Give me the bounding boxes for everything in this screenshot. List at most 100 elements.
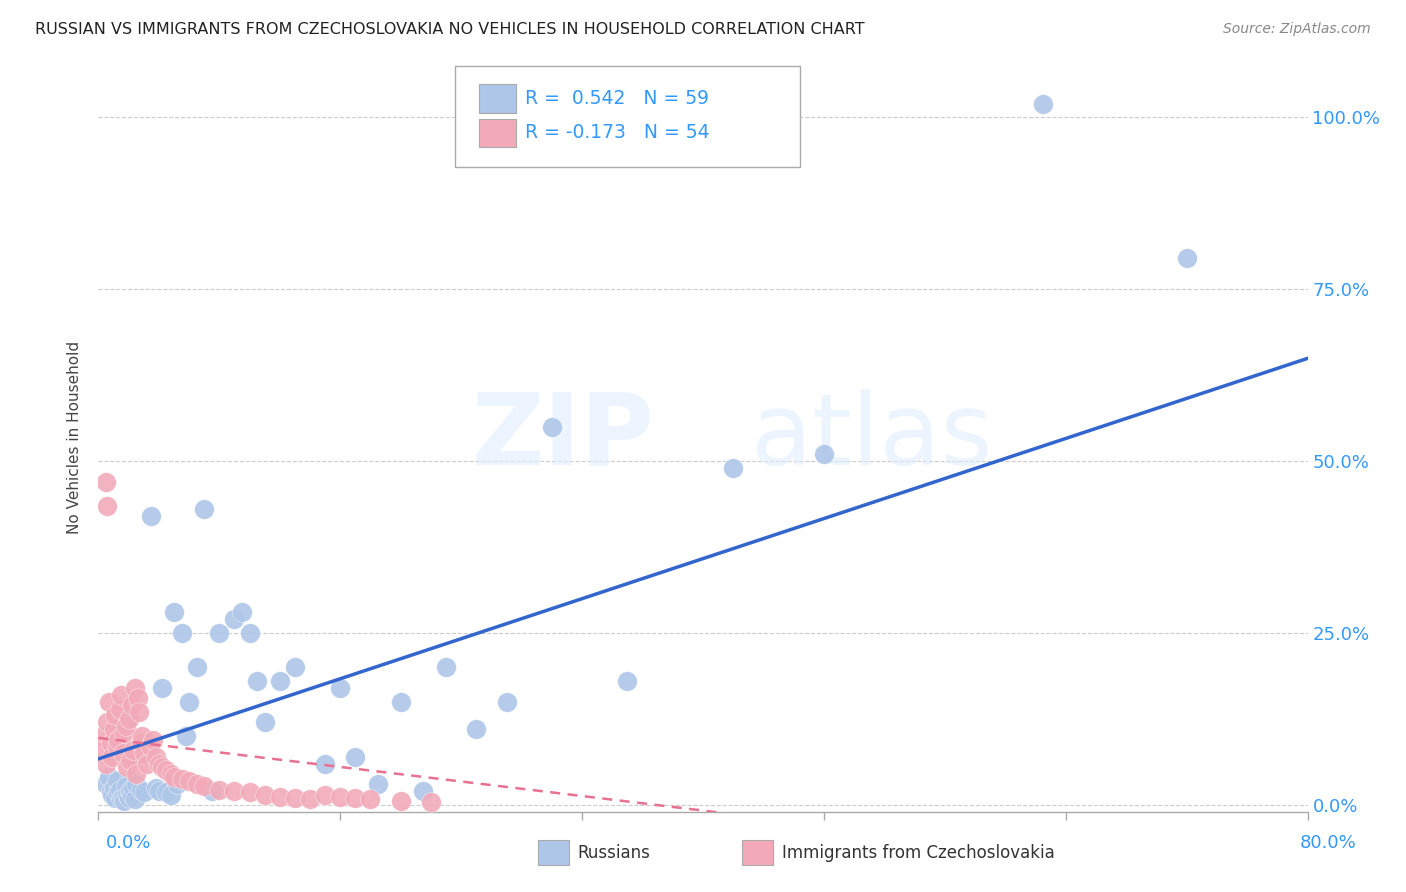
Point bbox=[104, 791, 127, 805]
Point bbox=[98, 770, 121, 784]
Point bbox=[114, 719, 136, 733]
Point bbox=[100, 736, 122, 750]
Point bbox=[104, 708, 127, 723]
Point bbox=[813, 447, 835, 461]
Point bbox=[465, 723, 488, 737]
Point bbox=[115, 788, 138, 802]
Point bbox=[108, 782, 131, 797]
Text: Russians: Russians bbox=[578, 844, 651, 862]
Text: 0.0%: 0.0% bbox=[105, 834, 150, 852]
Point bbox=[122, 743, 145, 757]
Point bbox=[94, 777, 117, 791]
Point bbox=[434, 660, 457, 674]
Point bbox=[145, 780, 167, 795]
Text: RUSSIAN VS IMMIGRANTS FROM CZECHOSLOVAKIA NO VEHICLES IN HOUSEHOLD CORRELATION C: RUSSIAN VS IMMIGRANTS FROM CZECHOSLOVAKI… bbox=[35, 22, 865, 37]
Point bbox=[129, 782, 152, 797]
Point bbox=[616, 674, 638, 689]
Point bbox=[420, 795, 443, 809]
Point bbox=[112, 725, 135, 739]
Point bbox=[160, 767, 183, 781]
Y-axis label: No Vehicles in Household: No Vehicles in Household bbox=[67, 341, 83, 533]
Point bbox=[91, 729, 114, 743]
Point bbox=[93, 743, 115, 757]
Point bbox=[100, 784, 122, 798]
Point bbox=[174, 729, 197, 743]
Point bbox=[101, 749, 124, 764]
FancyBboxPatch shape bbox=[456, 66, 800, 168]
Point bbox=[120, 784, 142, 798]
Point bbox=[101, 788, 124, 802]
Point bbox=[96, 499, 118, 513]
Point bbox=[1175, 252, 1198, 266]
Point bbox=[389, 695, 412, 709]
Point bbox=[160, 788, 183, 802]
Point bbox=[125, 777, 148, 791]
Point bbox=[163, 770, 186, 784]
Point bbox=[107, 785, 129, 799]
Point bbox=[179, 695, 201, 709]
Point bbox=[115, 760, 138, 774]
Point bbox=[111, 789, 134, 804]
Point bbox=[284, 660, 307, 674]
Point bbox=[329, 681, 352, 695]
Point bbox=[114, 779, 136, 793]
Point bbox=[94, 475, 117, 489]
Text: 80.0%: 80.0% bbox=[1301, 834, 1357, 852]
FancyBboxPatch shape bbox=[479, 119, 516, 147]
Point bbox=[108, 701, 131, 715]
Point bbox=[110, 792, 132, 806]
Point bbox=[495, 695, 517, 709]
Point bbox=[150, 681, 173, 695]
Point bbox=[179, 773, 201, 788]
Point bbox=[105, 739, 128, 754]
Point bbox=[132, 785, 155, 799]
Point bbox=[231, 606, 253, 620]
Point bbox=[103, 780, 125, 795]
Point bbox=[111, 746, 134, 760]
Point bbox=[142, 732, 165, 747]
Point bbox=[201, 784, 224, 798]
Point bbox=[127, 691, 149, 706]
Point bbox=[284, 791, 307, 805]
Point bbox=[122, 780, 145, 795]
Point bbox=[389, 794, 412, 808]
Point bbox=[155, 764, 177, 778]
Text: Immigrants from Czechoslovakia: Immigrants from Czechoslovakia bbox=[782, 844, 1054, 862]
Point bbox=[141, 509, 163, 524]
Point bbox=[121, 698, 143, 713]
Point bbox=[150, 760, 173, 774]
Point bbox=[193, 779, 215, 793]
Point bbox=[170, 772, 193, 786]
Point bbox=[208, 626, 231, 640]
Text: R = -0.173   N = 54: R = -0.173 N = 54 bbox=[526, 123, 710, 143]
Point bbox=[344, 791, 367, 805]
Point bbox=[128, 705, 150, 719]
Point bbox=[186, 660, 208, 674]
Point bbox=[269, 674, 291, 689]
Point bbox=[124, 792, 146, 806]
Point bbox=[269, 789, 291, 804]
Point bbox=[131, 729, 153, 743]
Point bbox=[239, 785, 262, 799]
Text: R =  0.542   N = 59: R = 0.542 N = 59 bbox=[526, 89, 709, 108]
Point bbox=[314, 756, 336, 771]
Point bbox=[124, 681, 146, 695]
Point bbox=[540, 419, 562, 434]
Point bbox=[120, 753, 142, 767]
Point bbox=[344, 749, 367, 764]
Point bbox=[163, 606, 186, 620]
Text: Source: ZipAtlas.com: Source: ZipAtlas.com bbox=[1223, 22, 1371, 37]
Point bbox=[253, 788, 276, 802]
Point bbox=[129, 736, 152, 750]
Point bbox=[112, 794, 135, 808]
Point bbox=[360, 792, 382, 806]
Point bbox=[118, 791, 141, 805]
Point bbox=[208, 782, 231, 797]
Point bbox=[98, 695, 121, 709]
Point bbox=[132, 746, 155, 760]
Point bbox=[96, 715, 118, 730]
FancyBboxPatch shape bbox=[479, 84, 516, 112]
Point bbox=[139, 739, 162, 754]
Point bbox=[125, 767, 148, 781]
Point bbox=[103, 723, 125, 737]
